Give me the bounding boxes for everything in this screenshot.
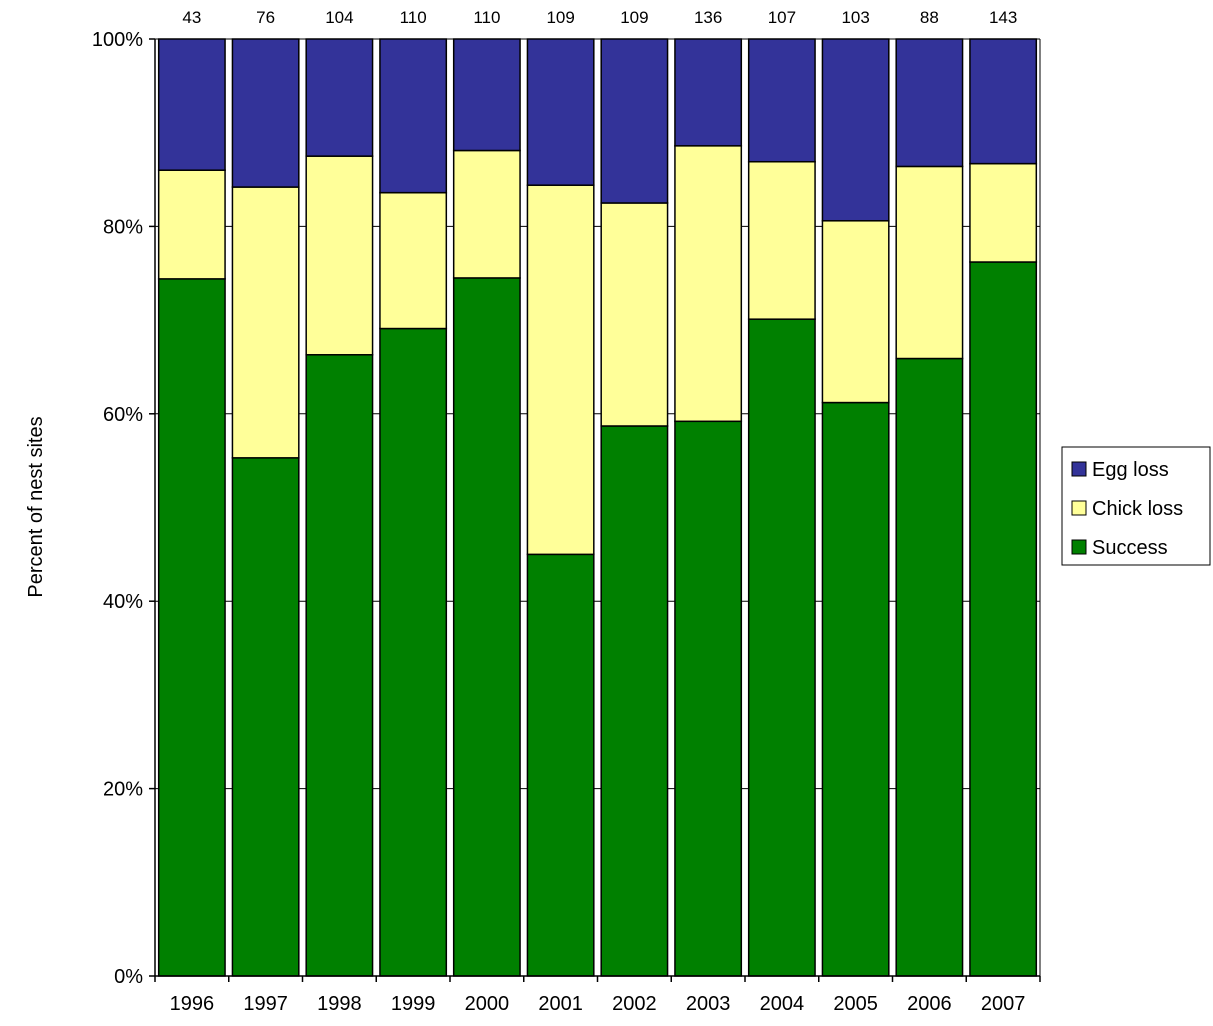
bar-2003-success [674,420,743,977]
bar-1996-chick-loss [157,169,226,280]
x-tick-2007: 2007 [981,993,1026,1015]
bar-1996-egg-loss [157,38,226,171]
sample-size-1996: 43 [182,8,201,27]
x-tick-2001: 2001 [538,993,583,1015]
bar-2007-chick-loss [969,162,1038,263]
bar-2003-egg-loss [674,38,743,147]
sample-size-1997: 76 [256,8,275,27]
x-tick-2002: 2002 [612,993,657,1015]
x-tick-2004: 2004 [760,993,805,1015]
bar-1997-success [231,457,300,977]
bar-1998-chick-loss [305,155,374,356]
bar-2002-egg-loss [600,38,669,204]
bar-2003-chick-loss [674,145,743,423]
sample-size-2007: 143 [989,8,1017,27]
x-tick-1996: 1996 [170,993,215,1015]
bar-1997-egg-loss [231,38,300,188]
sample-size-2001: 109 [546,8,574,27]
legend-box [1061,446,1211,566]
bar-2002-success [600,425,669,977]
sample-size-2005: 103 [841,8,869,27]
y-tick-5: 100% [92,29,143,51]
sample-size-1998: 104 [325,8,353,27]
sample-size-2006: 88 [920,8,939,27]
sample-size-2003: 136 [694,8,722,27]
y-tick-2: 40% [103,591,143,613]
y-tick-0: 0% [114,966,143,988]
sample-size-labels: 43 76 104 110 110 109 109 136 107 103 88 143 [182,8,1017,27]
legend-swatch-success [1071,539,1087,555]
bar-2005-egg-loss [821,38,890,222]
legend-label-success: Success [1092,537,1168,559]
bar-2007-egg-loss [969,38,1038,165]
bar-1999-success [379,327,448,977]
bar-2000-chick-loss [452,149,521,279]
bar-2006-success [895,357,964,977]
bar-1998-success [305,354,374,977]
bar-2001-success [526,553,595,977]
bar-2004-chick-loss [747,160,816,320]
tick-labels: 1996 1997 1998 1999 2000 2001 2002 2003 2004 2005… [92,29,1026,1015]
gridlines [155,38,1040,790]
sample-size-2002: 109 [620,8,648,27]
bar-2004-success [747,318,816,977]
bar-1999-egg-loss [379,38,448,194]
legend-swatch-chick-loss [1071,500,1087,516]
bar-2002-chick-loss [600,202,669,427]
y-axis-title: Percent of nest sites [25,416,47,597]
bar-2000-egg-loss [452,38,521,152]
x-tick-2006: 2006 [907,993,952,1015]
legend-label-chick-loss: Chick loss [1092,498,1183,520]
bar-2006-egg-loss [895,38,964,168]
bar-1997-chick-loss [231,186,300,459]
x-tick-2000: 2000 [465,993,510,1015]
sample-size-2000: 110 [473,8,500,27]
sample-size-1999: 110 [400,8,427,27]
y-tick-1: 20% [103,779,143,801]
legend-label-egg-loss: Egg loss [1092,459,1169,481]
sample-size-2004: 107 [768,8,796,27]
bar-2007-success [969,261,1038,977]
x-tick-1997: 1997 [243,993,288,1015]
bar-1996-success [157,278,226,977]
y-tick-4: 80% [103,216,143,238]
legend: Egg loss Chick loss Success [1061,446,1211,566]
legend-swatch-egg-loss [1071,461,1087,477]
y-tick-3: 60% [103,404,143,426]
bar-2004-egg-loss [747,38,816,163]
bar-1999-chick-loss [379,191,448,330]
bar-2001-egg-loss [526,38,595,186]
x-tick-2005: 2005 [833,993,878,1015]
axes [149,38,1041,982]
bar-2005-chick-loss [821,220,890,404]
bar-2001-chick-loss [526,184,595,556]
bar-2005-success [821,401,890,977]
x-tick-1999: 1999 [391,993,436,1015]
bar-2006-chick-loss [895,165,964,360]
bar-2000-success [452,277,521,977]
x-tick-1998: 1998 [317,993,362,1015]
bars [157,38,1038,977]
x-tick-2003: 2003 [686,993,731,1015]
bar-1998-egg-loss [305,38,374,157]
